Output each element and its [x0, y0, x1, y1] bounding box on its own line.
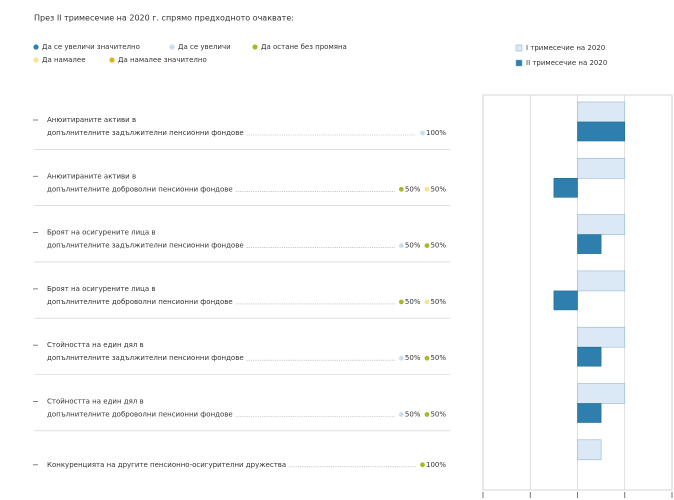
- bar: [577, 346, 602, 367]
- response-dot: [398, 299, 404, 305]
- row-label: Анюитираните активи в: [47, 172, 136, 180]
- row-label: допълнителните доброволни пенсионни фонд…: [47, 298, 233, 306]
- row-label: допълнителните задължителни пенсионни фо…: [47, 129, 244, 137]
- bar: [577, 383, 626, 404]
- legend-dot: [33, 57, 39, 63]
- legend-label: I тримесечие на 2020: [526, 44, 605, 52]
- row-label: Броят на осигурените лица в: [47, 285, 156, 293]
- response-share: 50%: [430, 185, 446, 193]
- response-dot: [424, 186, 430, 192]
- legend-label: II тримесечие на 2020: [526, 59, 607, 67]
- bar: [577, 439, 602, 461]
- legend-label: Да остане без промяна: [261, 43, 347, 51]
- chart-title: През II тримесечие на 2020 г. спрямо пре…: [34, 14, 294, 23]
- response-share: 50%: [430, 354, 446, 362]
- response-dot: [398, 186, 404, 192]
- row-label: допълнителните задължителни пенсионни фо…: [47, 242, 244, 250]
- response-dot: [398, 355, 404, 361]
- legend-label: Да намалее значително: [118, 56, 207, 64]
- response-dot: [398, 412, 404, 417]
- row-label: допълнителните доброволни пенсионни фонд…: [47, 185, 233, 193]
- row-label: Анюитираните активи в: [47, 116, 136, 124]
- legend-dot: [169, 44, 175, 50]
- response-share: 50%: [405, 298, 421, 306]
- legend-swatch: [515, 59, 523, 67]
- row-label: допълнителните задължителни пенсионни фо…: [47, 354, 244, 362]
- row-label: Броят на осигурените лица в: [47, 229, 156, 237]
- legend-label: Да се увеличи значително: [42, 43, 140, 51]
- bar: [577, 158, 626, 179]
- row-label: Стойността на един дял в: [47, 398, 144, 406]
- bar: [553, 178, 578, 198]
- response-share: 50%: [430, 411, 446, 419]
- response-share: 50%: [430, 242, 446, 250]
- bar: [577, 234, 602, 254]
- response-share: 50%: [430, 298, 446, 306]
- bar: [577, 403, 602, 423]
- bar: [577, 214, 626, 235]
- response-share: 50%: [405, 185, 421, 193]
- response-dot: [424, 355, 430, 361]
- legend-swatch: [515, 44, 523, 52]
- response-share: 50%: [405, 411, 421, 419]
- legend-dot: [252, 44, 258, 50]
- bar: [553, 290, 578, 311]
- bar: [577, 270, 626, 292]
- legend-label: Да намалее: [42, 56, 86, 64]
- response-dot: [424, 243, 430, 249]
- response-dot: [398, 243, 404, 249]
- response-dot: [424, 412, 430, 417]
- legend-dot: [33, 44, 39, 50]
- response-share: 50%: [405, 354, 421, 362]
- response-share: 100%: [426, 129, 446, 137]
- legend-dot: [109, 57, 115, 63]
- response-dot: [424, 299, 430, 305]
- response-share: 100%: [426, 461, 446, 469]
- bar: [577, 121, 626, 142]
- response-share: 50%: [405, 242, 421, 250]
- legend-label: Да се увеличи: [178, 43, 231, 51]
- response-dot: [420, 462, 425, 468]
- row-label: Стойността на един дял в: [47, 341, 144, 349]
- bar: [577, 326, 626, 348]
- row-label: Конкуренцията на другите пенсионно-осигу…: [47, 461, 286, 469]
- bar: [577, 101, 626, 123]
- response-dot: [420, 130, 425, 136]
- row-label: допълнителните доброволни пенсионни фонд…: [47, 411, 233, 419]
